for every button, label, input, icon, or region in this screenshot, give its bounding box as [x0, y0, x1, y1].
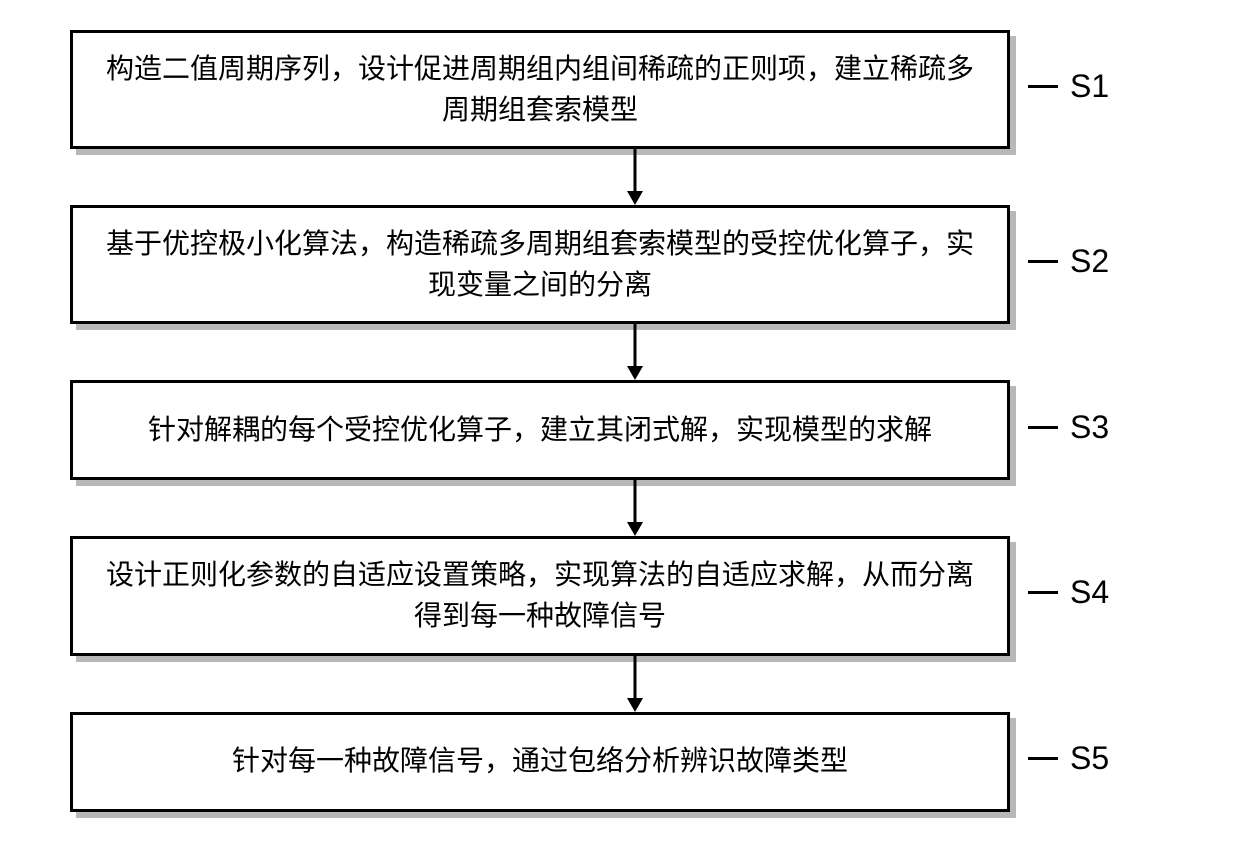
step-text-1: 构造二值周期序列，设计促进周期组内组间稀疏的正则项，建立稀疏多周期组套索模型	[103, 49, 977, 130]
step-box-5: 针对每一种故障信号，通过包络分析辨识故障类型	[70, 712, 1010, 812]
arrow-2	[150, 324, 1120, 380]
step-row-1: 构造二值周期序列，设计促进周期组内组间稀疏的正则项，建立稀疏多周期组套索模型 S…	[40, 30, 1200, 149]
step-text-2: 基于优控极小化算法，构造稀疏多周期组套索模型的受控优化算子，实现变量之间的分离	[103, 224, 977, 305]
step-text-3: 针对解耦的每个受控优化算子，建立其闭式解，实现模型的求解	[148, 410, 932, 451]
step-box-2: 基于优控极小化算法，构造稀疏多周期组套索模型的受控优化算子，实现变量之间的分离	[70, 205, 1010, 324]
step-row-2: 基于优控极小化算法，构造稀疏多周期组套索模型的受控优化算子，实现变量之间的分离 …	[40, 205, 1200, 324]
step-label-2: S2	[1070, 243, 1109, 280]
arrow-down-icon	[620, 149, 650, 205]
step-row-5: 针对每一种故障信号，通过包络分析辨识故障类型 S5	[40, 712, 1200, 812]
arrow-down-icon	[620, 324, 650, 380]
step-label-1: S1	[1070, 68, 1109, 105]
step-box-1: 构造二值周期序列，设计促进周期组内组间稀疏的正则项，建立稀疏多周期组套索模型	[70, 30, 1010, 149]
step-text-4: 设计正则化参数的自适应设置策略，实现算法的自适应求解，从而分离得到每一种故障信号	[103, 555, 977, 636]
step-box-3: 针对解耦的每个受控优化算子，建立其闭式解，实现模型的求解	[70, 380, 1010, 480]
label-connector-4	[1028, 591, 1058, 594]
arrow-3	[150, 480, 1120, 536]
arrow-1	[150, 149, 1120, 205]
arrow-down-icon	[620, 480, 650, 536]
step-label-4: S4	[1070, 574, 1109, 611]
flowchart-container: 构造二值周期序列，设计促进周期组内组间稀疏的正则项，建立稀疏多周期组套索模型 S…	[40, 30, 1200, 812]
step-label-5: S5	[1070, 740, 1109, 777]
step-label-3: S3	[1070, 409, 1109, 446]
label-connector-1	[1028, 85, 1058, 88]
step-box-4: 设计正则化参数的自适应设置策略，实现算法的自适应求解，从而分离得到每一种故障信号	[70, 536, 1010, 655]
step-row-4: 设计正则化参数的自适应设置策略，实现算法的自适应求解，从而分离得到每一种故障信号…	[40, 536, 1200, 655]
step-row-3: 针对解耦的每个受控优化算子，建立其闭式解，实现模型的求解 S3	[40, 380, 1200, 480]
label-connector-2	[1028, 260, 1058, 263]
label-connector-5	[1028, 757, 1058, 760]
arrow-4	[150, 656, 1120, 712]
arrow-down-icon	[620, 656, 650, 712]
step-text-5: 针对每一种故障信号，通过包络分析辨识故障类型	[232, 741, 848, 782]
label-connector-3	[1028, 426, 1058, 429]
